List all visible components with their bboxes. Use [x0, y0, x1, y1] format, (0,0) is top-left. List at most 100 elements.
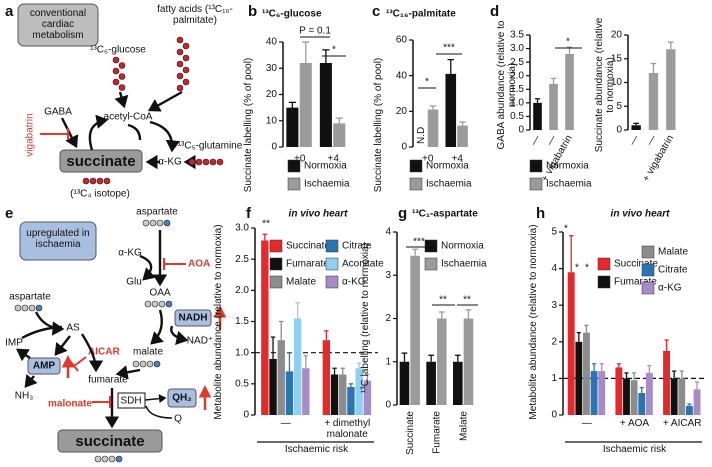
error-bar — [302, 41, 310, 63]
arrow — [114, 91, 129, 109]
x-tick-label: Fumarate — [432, 411, 443, 454]
legend-swatch — [287, 177, 301, 191]
panel-letter: g — [398, 205, 407, 222]
y-tick-label: 20 — [396, 106, 408, 117]
panel-letter: e — [5, 205, 13, 222]
isotope-dot — [118, 73, 126, 80]
bar — [533, 102, 542, 130]
bar — [277, 340, 285, 415]
isotope-dot — [176, 84, 184, 92]
label: ¹³C₆-glucose — [90, 45, 146, 56]
bar — [269, 358, 277, 415]
y-tick-label: 1 — [385, 356, 391, 367]
y-tick-label: 4 — [385, 227, 391, 238]
bar — [410, 255, 420, 405]
isotope-dot — [151, 300, 159, 308]
bar — [631, 125, 641, 130]
label: α-KG — [118, 248, 142, 259]
y-tick-label: 0 — [616, 125, 622, 136]
panel-letter: a — [5, 3, 14, 20]
isotope-dot — [96, 177, 104, 185]
bar — [330, 374, 339, 415]
isotope-dot — [115, 455, 123, 463]
bar — [437, 318, 447, 405]
legend-swatch — [597, 275, 611, 289]
y-tick-label: 5 — [616, 101, 622, 112]
y-axis-label: GABA abundance (relative to normoxia) — [496, 20, 518, 150]
bar — [426, 361, 436, 405]
error-bar — [624, 372, 629, 379]
error-bar — [401, 352, 408, 362]
legend-label: Succinate — [286, 241, 330, 252]
bar — [319, 63, 332, 147]
x-tick-label: — — [581, 418, 592, 429]
legend-swatch — [409, 177, 423, 191]
y-axis-label: Succinate abundance (relative to normoxi… — [594, 17, 616, 153]
x-tick-label: — — [544, 133, 559, 147]
bar — [333, 123, 346, 147]
panel-letter: b — [248, 3, 257, 20]
label: Q — [174, 414, 182, 425]
legend-label: Malate — [658, 247, 688, 258]
panel-letter: d — [490, 3, 499, 20]
isotope-dot — [112, 78, 120, 86]
bar — [590, 371, 598, 415]
y-tick-label: 0 — [401, 142, 407, 153]
x-tick-label: +0 — [294, 154, 306, 165]
y-tick-label: 0 — [551, 410, 557, 421]
legend-swatch — [424, 239, 438, 253]
x-tick-label: + AOA — [619, 418, 650, 429]
arrow — [139, 254, 156, 281]
box — [17, 3, 99, 47]
error-bar — [288, 101, 296, 108]
error-bar — [324, 330, 329, 341]
isotope-dot — [82, 177, 90, 185]
error-bar — [679, 370, 684, 379]
isotope-dot — [195, 158, 203, 166]
y-tick-label: 0.5 — [235, 378, 249, 389]
x-axis-label-wrap: Ischaemic risk — [285, 444, 348, 455]
legend-label: Ischaemia — [426, 179, 472, 190]
label: IMP — [5, 338, 23, 349]
y-tick-label: 1.5 — [510, 84, 524, 95]
label: aspartate — [9, 292, 51, 303]
legend-label: Normoxia — [426, 161, 469, 172]
bar — [630, 380, 638, 415]
y-tick-label: 0 — [385, 400, 391, 411]
inhibition — [92, 396, 111, 408]
box-label: upregulated in ischaemia — [26, 228, 90, 250]
label: OAA — [149, 288, 170, 299]
legend-swatch — [325, 239, 339, 253]
y-tick-label: 10 — [266, 115, 278, 126]
error-bar — [569, 235, 574, 273]
isotope-dot — [21, 304, 29, 312]
bar — [583, 332, 590, 415]
legend-label: Normoxia — [441, 241, 484, 252]
y-tick-label: 2.5 — [510, 57, 524, 68]
y-tick-label: 20 — [266, 89, 278, 100]
y-tick-label: 3.5 — [510, 30, 524, 41]
box-label: conventional cardiac metabolism — [29, 8, 87, 41]
legend-label: Ischaemia — [441, 259, 487, 270]
panel-letter: c — [372, 3, 380, 20]
panel-a: a conventional cardiac metabolism ¹³C₆-g… — [5, 3, 243, 200]
isotope-dot — [14, 304, 22, 312]
legend-label: α-KG — [658, 283, 682, 294]
isotope-dot — [149, 219, 157, 227]
y-tick-label: 10 — [611, 77, 623, 88]
x-tick-label: +4 — [328, 154, 340, 165]
bar — [427, 109, 439, 147]
isotope-dot — [132, 360, 140, 368]
arrow — [54, 335, 71, 356]
x-tick-label: + dimethyl malonate — [324, 418, 371, 440]
isotope-dot — [182, 78, 190, 86]
isotope-dot — [28, 304, 36, 312]
legend-swatch — [269, 275, 283, 289]
label: succinate — [66, 153, 135, 170]
error-bar — [262, 233, 268, 241]
error-bar — [270, 336, 276, 359]
y-tick-label: 1.0 — [510, 97, 524, 108]
bar — [286, 107, 299, 147]
bar — [565, 54, 574, 130]
y-tick-label: 0 — [271, 142, 277, 153]
